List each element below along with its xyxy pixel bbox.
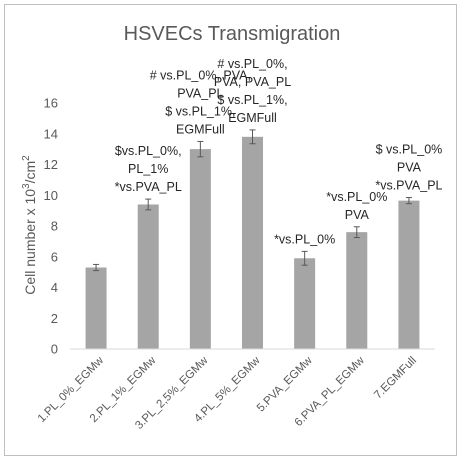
significance-annotation: # vs.PL_0%, xyxy=(217,57,287,71)
significance-annotation: $vs.PL_0%, xyxy=(115,144,182,158)
y-tick-label: 4 xyxy=(51,280,58,295)
y-tick-label: 16 xyxy=(44,96,58,111)
significance-annotation: # vs.PL_0%, PVA, xyxy=(150,68,251,82)
y-tick-label: 0 xyxy=(51,342,58,357)
y-tick-label: 2 xyxy=(51,311,58,326)
bar xyxy=(346,232,368,349)
chart-frame xyxy=(4,4,457,456)
x-tick-label: 7.EGMFull xyxy=(372,355,419,402)
significance-annotation: PL_1% xyxy=(128,162,168,176)
significance-annotation: PVA_PL xyxy=(177,86,223,100)
significance-annotation: PVA, PVA_PL xyxy=(214,75,291,89)
significance-annotation: $ vs.PL_1%, xyxy=(217,93,287,107)
significance-annotation: $ vs.PL_1%, xyxy=(165,104,235,118)
y-tick-label: 10 xyxy=(44,188,58,203)
significance-annotation: $ vs.PL_0% xyxy=(376,143,443,157)
bar xyxy=(242,136,263,349)
significance-annotation: PVA xyxy=(397,161,422,175)
bar xyxy=(189,149,211,349)
y-tick-label: 14 xyxy=(44,126,58,141)
significance-annotation: *vs.PVA_PL xyxy=(375,179,442,193)
significance-annotation: EGMFull xyxy=(228,111,277,125)
significance-annotation: *vs.PL_0% xyxy=(326,190,387,204)
bar xyxy=(294,258,316,349)
bar xyxy=(398,200,420,349)
significance-annotation: PVA xyxy=(345,208,370,222)
y-tick-label: 12 xyxy=(44,157,58,172)
significance-annotation: EGMFull xyxy=(176,122,225,136)
bar xyxy=(85,267,107,349)
y-axis-label: Cell number x 103/cm2 xyxy=(21,155,38,295)
y-tick-label: 6 xyxy=(51,249,58,264)
x-tick-label: 5.PVA_EGMw xyxy=(255,354,315,414)
significance-annotation: *vs.PL_0% xyxy=(274,232,335,246)
significance-annotation: *vs.PVA_PL xyxy=(115,180,182,194)
y-tick-label: 8 xyxy=(51,219,58,234)
bar xyxy=(137,204,159,349)
chart-title: HSVECs Transmigration xyxy=(124,23,341,45)
